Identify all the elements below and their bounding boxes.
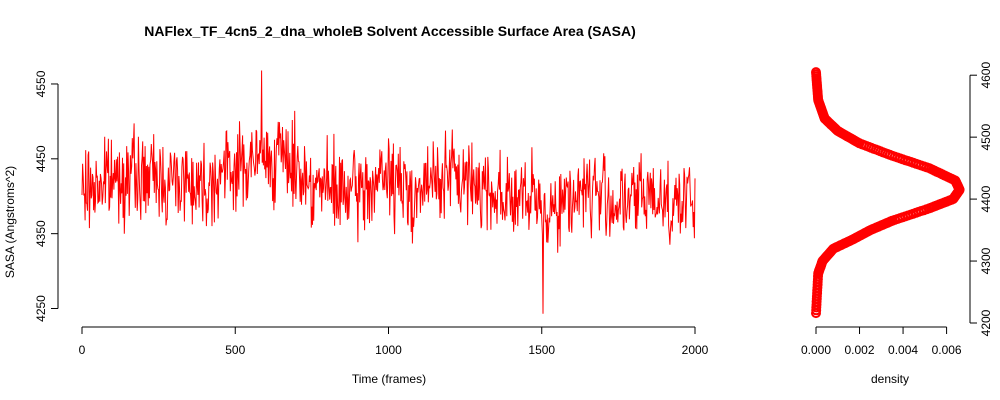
density-x-tick-label: 0.006 (932, 343, 962, 357)
density-x-axis: 0.000 0.002 0.004 0.006 (801, 326, 962, 357)
time-series-x-label: Time (frames) (352, 372, 426, 386)
chart-title: NAFlex_TF_4cn5_2_dna_wholeB Solvent Acce… (144, 23, 635, 39)
density-series-group (811, 67, 965, 319)
time-series-x-axis: 0 500 1000 1500 2000 (79, 326, 709, 357)
time-series-x-tick-label: 1000 (375, 343, 402, 357)
time-series-y-tick-label: 4450 (34, 145, 48, 172)
time-series-y-tick-label: 4550 (34, 70, 48, 97)
density-x-label: density (871, 372, 909, 386)
density-x-tick-label: 0.004 (888, 343, 918, 357)
density-y-axis: 4200 4300 4400 4500 4600 (969, 62, 993, 336)
density-y-tick-label: 4500 (979, 123, 993, 150)
density-y-tick-label: 4400 (979, 185, 993, 212)
density-x-tick-label: 0.000 (801, 343, 831, 357)
time-series-panel: 4250 4350 4450 4550 0 500 1000 1500 2000 Time (… (3, 70, 709, 386)
time-series-y-tick-label: 4350 (34, 220, 48, 247)
time-series-x-tick-label: 1500 (528, 343, 555, 357)
density-y-tick-label: 4300 (979, 247, 993, 274)
time-series-x-tick-label: 500 (225, 343, 245, 357)
time-series-x-tick-label: 0 (79, 343, 86, 357)
time-series-y-axis: 4250 4350 4450 4550 (34, 70, 59, 322)
time-series-x-tick-label: 2000 (682, 343, 709, 357)
density-y-tick-label: 4200 (979, 309, 993, 336)
time-series-y-tick-label: 4250 (34, 295, 48, 322)
sasa-line (81, 70, 696, 314)
density-x-tick-label: 0.002 (845, 343, 875, 357)
density-y-tick-label: 4600 (979, 62, 993, 89)
density-point (811, 67, 821, 78)
sasa-series-group (81, 70, 696, 314)
time-series-y-label: SASA (Angstroms^2) (3, 166, 17, 278)
